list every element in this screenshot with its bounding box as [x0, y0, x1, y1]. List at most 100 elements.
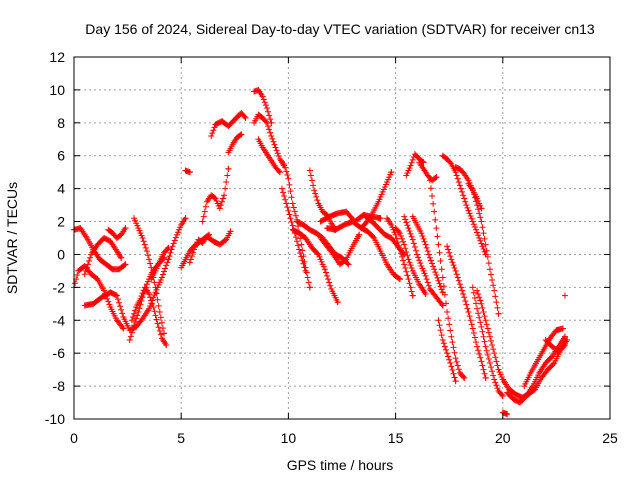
data-point	[456, 182, 463, 189]
data-point	[417, 260, 424, 267]
series-arc-48	[542, 337, 568, 355]
series-arc-16	[225, 131, 245, 156]
data-point	[490, 282, 497, 289]
data-point	[166, 253, 173, 260]
data-point	[263, 119, 270, 126]
data-point	[120, 325, 127, 332]
data-point	[471, 295, 478, 302]
data-point	[460, 373, 467, 380]
data-point	[461, 374, 468, 381]
data-point	[441, 343, 448, 350]
series-arc-13	[186, 228, 234, 266]
data-point	[504, 411, 511, 418]
data-point	[446, 249, 453, 256]
data-point	[168, 246, 175, 253]
data-point	[406, 259, 413, 266]
series-arc-38	[439, 152, 489, 258]
data-point	[344, 260, 351, 267]
data-point	[263, 105, 270, 112]
data-point	[452, 267, 459, 274]
data-point	[137, 295, 144, 302]
data-point	[478, 323, 485, 330]
data-point	[399, 235, 406, 242]
data-point	[435, 241, 442, 248]
series-arc-4	[81, 235, 125, 278]
data-point	[132, 307, 139, 314]
series-arc-34	[403, 151, 427, 179]
data-point	[305, 279, 312, 286]
data-point	[462, 297, 469, 304]
data-point	[455, 366, 462, 373]
data-point	[165, 244, 172, 251]
data-point	[238, 131, 245, 138]
data-point	[301, 264, 308, 271]
series-arc-28	[358, 225, 403, 283]
data-point	[292, 234, 299, 241]
data-point	[474, 305, 481, 312]
data-point	[425, 282, 432, 289]
data-point	[220, 195, 227, 202]
data-point	[139, 235, 146, 241]
data-point	[442, 346, 449, 353]
data-point	[138, 293, 145, 300]
axis-ticks: 0 5 10 15 20 25 -10 -8 -6 -4 -2 0 2 4 6 8 10 12	[45, 49, 618, 446]
data-point	[439, 337, 446, 344]
data-point	[421, 238, 428, 245]
series-arc-37	[435, 317, 459, 385]
y-tick-label: 12	[49, 49, 65, 65]
data-point	[474, 287, 481, 294]
data-point	[356, 231, 363, 238]
data-point	[322, 269, 329, 276]
data-point	[117, 303, 124, 310]
data-point	[209, 130, 216, 137]
data-point	[476, 210, 483, 217]
data-point	[396, 246, 403, 253]
series-arc-47	[521, 325, 566, 390]
data-point	[284, 172, 291, 179]
data-point	[433, 225, 440, 232]
data-point	[276, 169, 283, 176]
data-point	[408, 265, 415, 272]
data-point	[261, 99, 268, 106]
data-point	[395, 242, 402, 249]
data-point	[486, 360, 493, 367]
data-point	[211, 124, 218, 131]
data-point	[298, 253, 305, 260]
data-point	[427, 257, 434, 264]
data-point	[156, 309, 163, 316]
data-point	[477, 354, 484, 361]
data-point	[480, 245, 487, 252]
data-point	[486, 333, 493, 340]
data-point	[408, 233, 415, 240]
data-point	[434, 274, 441, 281]
y-tick-label: 0	[57, 246, 65, 262]
data-point	[307, 172, 314, 179]
data-point	[495, 310, 502, 317]
data-point	[440, 340, 447, 347]
series-arc-41	[469, 284, 506, 399]
data-point	[403, 219, 410, 226]
data-point	[491, 376, 498, 383]
data-point	[311, 187, 318, 194]
series-arc-25	[317, 231, 363, 268]
data-point	[423, 244, 430, 251]
data-point	[492, 379, 499, 386]
data-point	[451, 374, 458, 381]
data-point	[241, 113, 248, 120]
data-point	[165, 256, 172, 263]
data-point	[454, 274, 461, 281]
y-tick-label: 10	[49, 82, 65, 98]
series-arc-32	[401, 213, 446, 309]
data-point	[266, 112, 273, 119]
data-point	[159, 325, 166, 332]
data-point	[281, 193, 288, 200]
data-point	[142, 244, 149, 251]
data-point	[429, 193, 436, 200]
data-point	[482, 343, 489, 350]
data-point	[449, 259, 456, 266]
data-point	[561, 292, 568, 299]
data-point	[475, 232, 482, 239]
data-point	[314, 197, 321, 204]
data-point	[419, 232, 426, 239]
data-point	[82, 267, 89, 274]
